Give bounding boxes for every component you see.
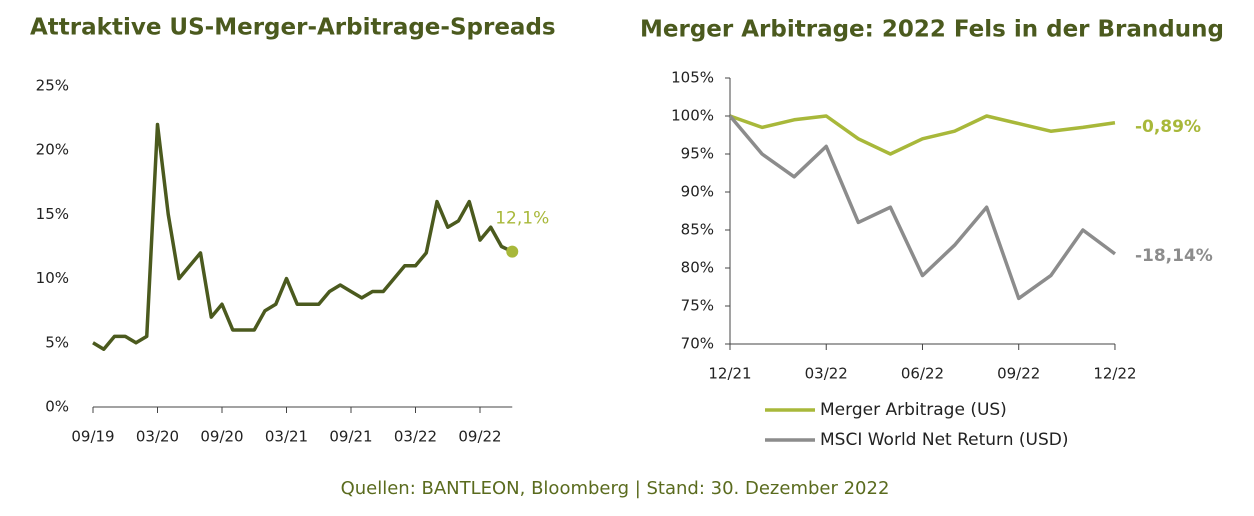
x-tick-label: 09/22 bbox=[458, 428, 501, 446]
x-tick-label: 09/22 bbox=[997, 365, 1040, 383]
y-tick-label: 85% bbox=[681, 221, 714, 239]
y-tick-label: 0% bbox=[45, 398, 69, 416]
end-label: -18,14% bbox=[1135, 246, 1213, 266]
chart-title: Attraktive US-Merger-Arbitrage-Spreads bbox=[30, 15, 556, 41]
series-line bbox=[728, 114, 1117, 301]
x-tick-label: 03/20 bbox=[136, 428, 179, 446]
y-tick-label: 80% bbox=[681, 259, 714, 277]
y-tick-label: 5% bbox=[45, 333, 69, 351]
y-tick-label: 70% bbox=[681, 335, 714, 353]
x-tick-label: 09/20 bbox=[200, 428, 243, 446]
legend-label: Merger Arbitrage (US) bbox=[820, 400, 1007, 420]
x-tick-label: 12/21 bbox=[708, 365, 751, 383]
y-tick-label: 15% bbox=[36, 205, 69, 223]
y-tick-label: 90% bbox=[681, 183, 714, 201]
x-tick-label: 03/21 bbox=[265, 428, 308, 446]
y-tick-label: 20% bbox=[36, 141, 69, 159]
value-label: 12,1% bbox=[495, 209, 549, 229]
y-tick-label: 10% bbox=[36, 269, 69, 287]
x-tick-label: 09/19 bbox=[71, 428, 114, 446]
x-tick-label: 09/21 bbox=[329, 428, 372, 446]
y-tick-label: 105% bbox=[671, 69, 714, 87]
x-tick-label: 03/22 bbox=[805, 365, 848, 383]
x-tick-label: 03/22 bbox=[394, 428, 437, 446]
end-marker bbox=[506, 245, 519, 258]
x-tick-label: 12/22 bbox=[1093, 365, 1136, 383]
series-line bbox=[92, 122, 514, 351]
y-tick-label: 100% bbox=[671, 107, 714, 125]
end-label: -0,89% bbox=[1135, 117, 1201, 137]
series-line bbox=[729, 114, 1116, 156]
y-tick-label: 95% bbox=[681, 145, 714, 163]
source: Quellen: BANTLEON, Bloomberg | Stand: 30… bbox=[341, 478, 890, 499]
x-tick-label: 06/22 bbox=[901, 365, 944, 383]
y-tick-label: 25% bbox=[36, 77, 69, 95]
legend-label: MSCI World Net Return (USD) bbox=[820, 430, 1069, 450]
chart-title: Merger Arbitrage: 2022 Fels in der Brand… bbox=[640, 17, 1224, 43]
y-tick-label: 75% bbox=[681, 297, 714, 315]
